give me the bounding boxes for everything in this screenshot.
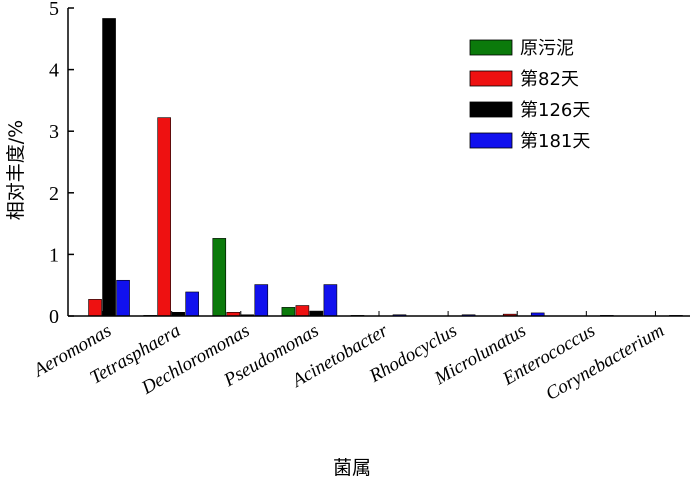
y-tick-label: 4 <box>49 60 59 82</box>
legend-label: 第82天 <box>520 69 579 90</box>
bar <box>323 284 338 317</box>
bar <box>157 117 171 317</box>
bar <box>254 284 269 317</box>
bars-group <box>88 18 683 317</box>
y-tick-label: 0 <box>49 306 59 328</box>
x-axis-title: 菌属 <box>333 457 371 479</box>
y-tick-label: 3 <box>49 121 59 143</box>
y-ticks-group: 0 1 2 3 4 5 <box>49 0 74 328</box>
y-tick-label: 5 <box>49 0 59 20</box>
legend-swatch <box>469 39 513 56</box>
bar <box>102 18 116 317</box>
legend-swatch <box>469 132 513 149</box>
y-axis-title: 相对丰度/% <box>5 120 27 220</box>
bar <box>295 305 310 317</box>
x-labels-group: AeromonasTetrasphaeraDechloromonasPseudo… <box>28 311 668 405</box>
legend-swatch <box>469 70 513 87</box>
y-tick-label: 1 <box>49 244 59 266</box>
bar <box>212 238 227 317</box>
bar <box>116 279 130 317</box>
legend-label: 第126天 <box>520 100 590 121</box>
bar <box>88 299 102 317</box>
legend-label: 原污泥 <box>520 38 574 59</box>
y-tick-label: 2 <box>49 183 59 205</box>
legend-label: 第181天 <box>520 131 590 152</box>
x-tick-label: Corynebacterium <box>542 320 668 405</box>
legend-swatch <box>469 101 513 118</box>
bar <box>185 291 199 317</box>
bar <box>281 307 296 317</box>
